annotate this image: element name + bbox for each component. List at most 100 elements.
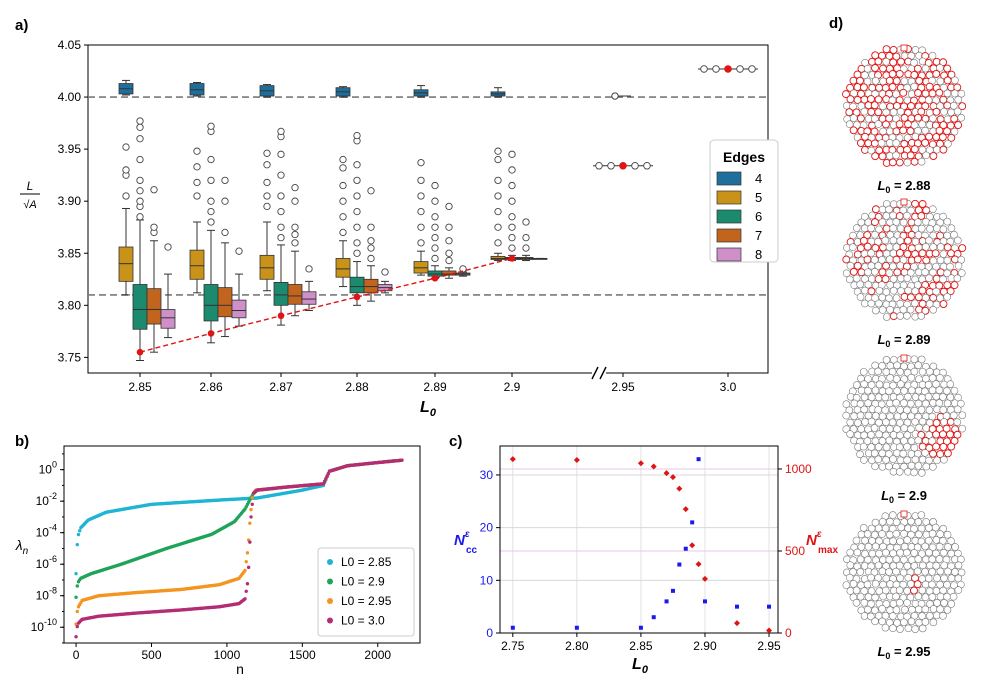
red-cell — [918, 249, 927, 258]
cell — [896, 261, 905, 270]
cell — [897, 523, 905, 532]
cell — [882, 108, 890, 117]
series-point — [326, 472, 330, 476]
red-cell — [913, 580, 922, 589]
cell — [886, 374, 894, 382]
cell — [903, 431, 912, 439]
cell — [910, 121, 919, 130]
cell — [936, 243, 945, 251]
outlier-point — [291, 197, 299, 205]
cell — [852, 586, 861, 595]
outlier-point — [431, 213, 439, 221]
cell — [882, 212, 891, 220]
cell — [863, 77, 872, 86]
ytick-label-c-left: 30 — [480, 468, 494, 482]
nmax-point — [734, 620, 741, 627]
axes-frame-b — [63, 445, 421, 644]
cell — [860, 612, 869, 620]
cell — [906, 305, 915, 314]
cell — [929, 362, 938, 371]
box-edges-5 — [259, 254, 275, 280]
cell — [906, 268, 915, 277]
outlier-point — [445, 249, 453, 257]
red-cell — [871, 244, 880, 252]
cell — [856, 450, 864, 459]
cell — [861, 299, 869, 308]
cell — [903, 211, 911, 220]
cell — [903, 406, 911, 414]
cell — [900, 387, 908, 395]
xtick-label-b: 0 — [73, 648, 80, 662]
label-symbol: L — [881, 488, 889, 503]
cell — [925, 406, 934, 414]
red-cell — [903, 236, 912, 245]
red-cell — [932, 419, 941, 427]
cell — [946, 262, 954, 271]
cell — [907, 517, 915, 526]
cell — [850, 412, 858, 420]
red-cell — [915, 305, 924, 314]
outlier-point — [221, 197, 229, 205]
ytick-base: 10 — [31, 620, 45, 634]
ytick-exponent: -10 — [44, 617, 57, 627]
legend-a-label: 7 — [755, 228, 762, 243]
outlier-point — [494, 147, 502, 155]
red-cell — [939, 300, 948, 308]
red-mean-point — [207, 330, 215, 337]
cell — [867, 249, 875, 257]
outlier-point — [277, 207, 285, 216]
cell — [846, 561, 855, 569]
cell — [878, 567, 887, 576]
outlier-point — [417, 223, 425, 231]
cell — [881, 236, 890, 245]
cell — [867, 224, 875, 233]
xtick-label-b: 1500 — [289, 648, 316, 662]
cell — [860, 380, 868, 388]
box-edges-7 — [146, 288, 162, 325]
red-cell — [878, 152, 887, 161]
cell — [914, 518, 923, 526]
cell — [928, 593, 937, 601]
panel-b-eigenvalue-plot: 0 500 1000 1500 200010010-210-410-610-810-10… — [15, 445, 421, 677]
red-cell — [871, 218, 879, 227]
cell — [871, 617, 879, 626]
outlier-point — [508, 166, 516, 174]
series-point — [249, 507, 253, 512]
cell — [914, 605, 923, 614]
label-value: = 2.9 — [894, 488, 927, 503]
cell — [899, 218, 908, 227]
cell — [951, 543, 959, 551]
legend-a-swatch — [716, 171, 742, 186]
cell — [868, 211, 876, 220]
red-cell — [943, 101, 952, 110]
outlier-point — [193, 147, 201, 155]
red-cell — [935, 281, 944, 290]
legend-b-marker — [327, 617, 333, 624]
cell — [924, 392, 933, 401]
cell — [926, 561, 934, 570]
cell — [940, 455, 948, 464]
series-point — [248, 540, 252, 544]
outlier-point — [353, 249, 361, 257]
cell — [859, 442, 868, 451]
outlier-point — [122, 192, 130, 200]
red-cell — [946, 430, 954, 439]
cell — [889, 286, 898, 295]
cell — [889, 236, 898, 245]
legend-a-swatch — [716, 228, 742, 243]
red-cell — [882, 224, 891, 233]
outlier-point — [353, 176, 361, 185]
ncc-point — [702, 599, 707, 604]
series-point — [321, 482, 326, 486]
cell — [932, 549, 940, 558]
red-cell — [943, 437, 951, 446]
cell — [874, 561, 883, 570]
cell — [918, 586, 927, 595]
red-mean-point — [619, 162, 627, 170]
red-cell — [861, 132, 869, 141]
cell — [871, 306, 880, 315]
legend-b-label: L0 = 3.0 — [341, 614, 385, 628]
cell — [899, 305, 908, 314]
red-cell — [950, 436, 959, 445]
y-axis-label-main: N — [454, 532, 466, 549]
